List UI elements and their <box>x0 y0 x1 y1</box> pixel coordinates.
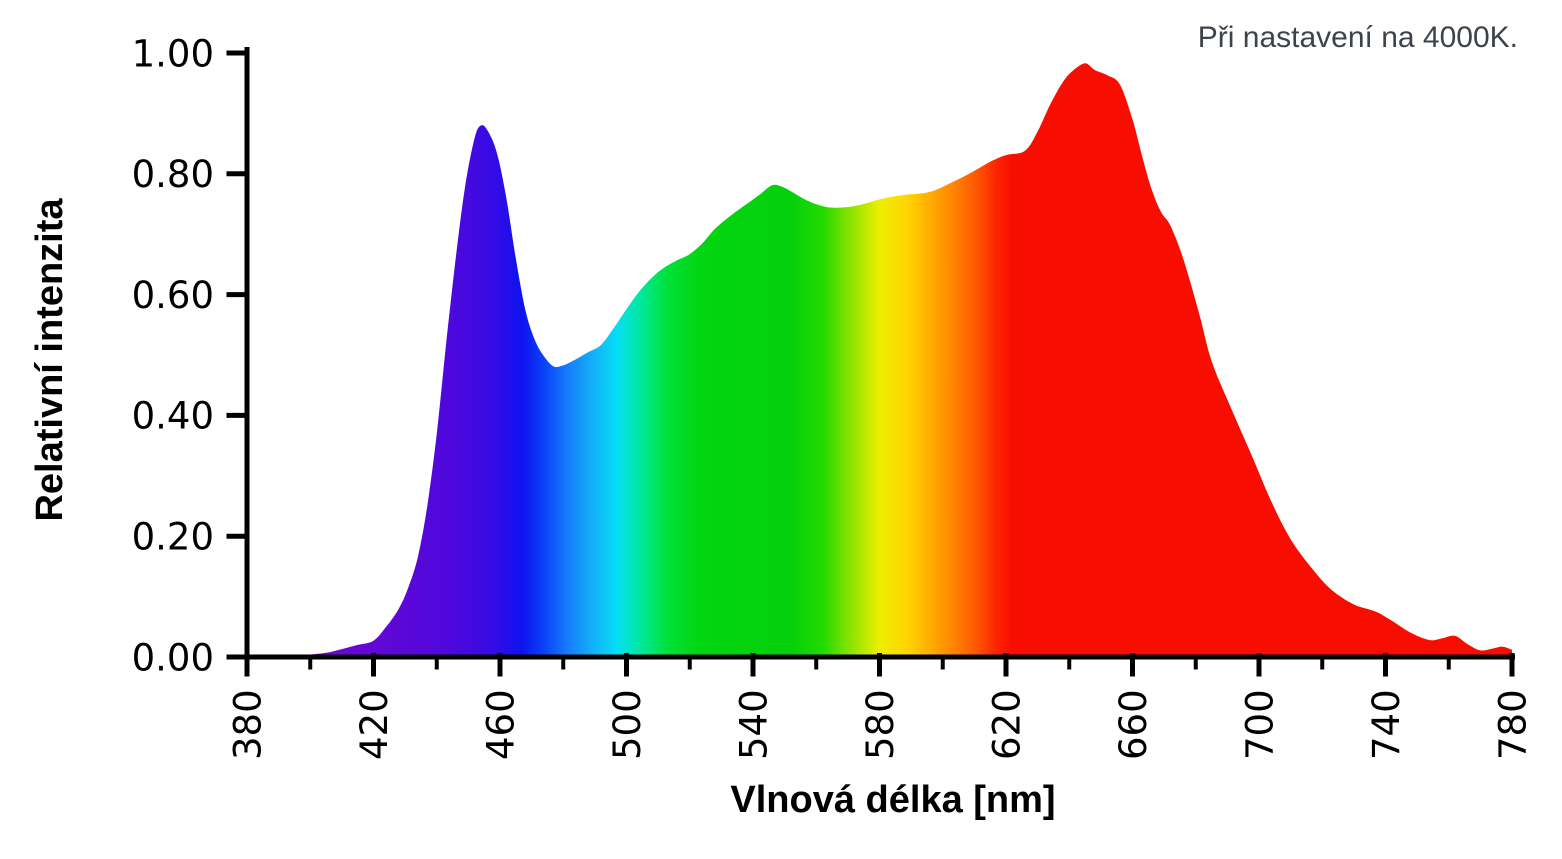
spectrum-area-series <box>297 63 1513 657</box>
x-tick-label: 660 <box>1112 689 1155 760</box>
x-tick-label: 540 <box>733 689 776 760</box>
axes <box>226 47 1515 677</box>
y-tick-label: 0.80 <box>132 153 214 196</box>
y-tick-label: 0.60 <box>132 274 214 317</box>
x-tick-label: 580 <box>859 689 902 760</box>
x-axis-title: Vlnová délka [nm] <box>730 779 1055 821</box>
tick-labels: 380 420 460 500 540 580 620 660 700 740 780 0.00 0.2… <box>132 32 1535 760</box>
y-tick-label: 1.00 <box>132 32 214 75</box>
y-tick-label: 0.20 <box>132 516 214 559</box>
x-tick-label: 780 <box>1492 689 1535 760</box>
x-tick-label: 740 <box>1365 689 1408 760</box>
x-tick-label: 700 <box>1239 689 1282 760</box>
y-axis-title: Relativní intenzita <box>29 198 71 522</box>
spectrum-area-path <box>297 63 1513 657</box>
y-tick-label: 0.40 <box>132 395 214 438</box>
y-tick-label: 0.00 <box>132 636 214 679</box>
x-tick-label: 460 <box>480 689 523 760</box>
x-tick-label: 620 <box>986 689 1029 760</box>
x-tick-label: 500 <box>606 689 649 760</box>
annotation-color-temperature: Při nastavení na 4000K. <box>1198 21 1518 54</box>
x-tick-label: 420 <box>353 689 396 760</box>
x-tick-label: 380 <box>227 689 270 760</box>
